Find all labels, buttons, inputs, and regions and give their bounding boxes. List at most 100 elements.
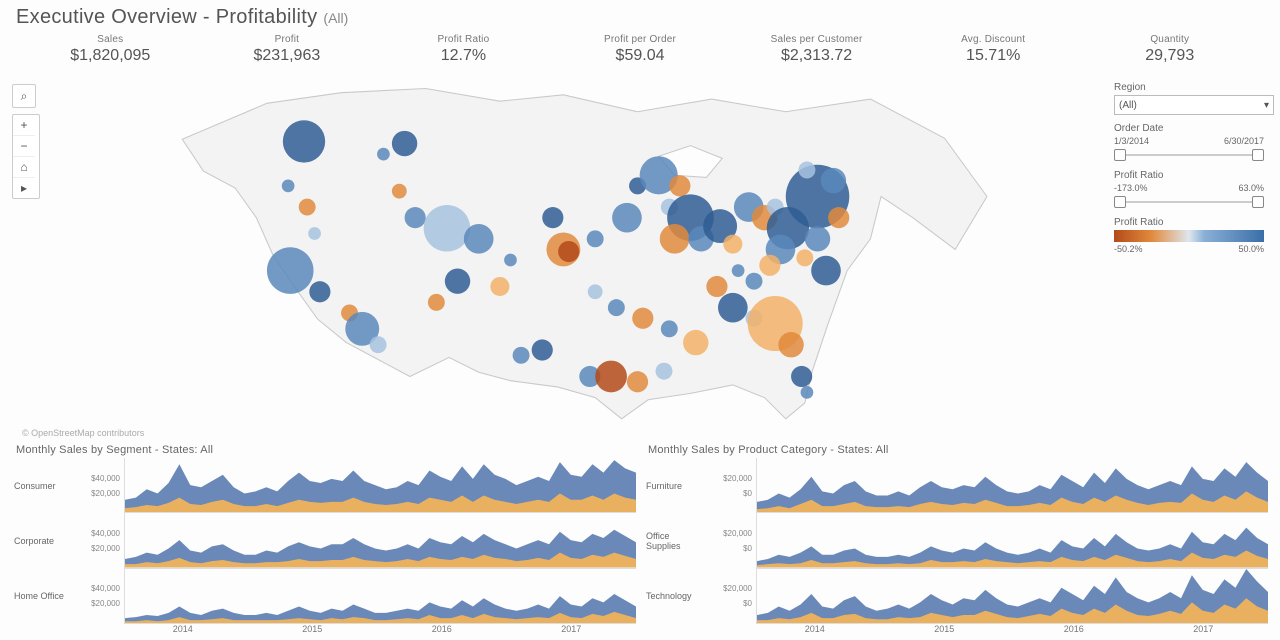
map-dot[interactable]	[428, 294, 445, 311]
map-dot[interactable]	[445, 268, 470, 293]
search-icon[interactable]: ⌕	[12, 84, 36, 108]
mini-row-label: Office Supplies	[644, 513, 706, 568]
map-dot[interactable]	[532, 339, 553, 360]
map-dot[interactable]	[669, 175, 690, 196]
region-filter: Region (All) ▾	[1114, 82, 1264, 115]
slider-handle-left[interactable]	[1114, 196, 1126, 208]
profit-ratio-min: -173.0%	[1114, 183, 1148, 193]
map-dot[interactable]	[308, 227, 321, 240]
map-dot[interactable]	[660, 224, 690, 254]
slider-handle-right[interactable]	[1252, 149, 1264, 161]
map-dot[interactable]	[828, 207, 849, 228]
order-date-from: 1/3/2014	[1114, 136, 1149, 146]
kpi-value: 12.7%	[375, 47, 552, 65]
map-dot[interactable]	[632, 308, 653, 329]
map-dot[interactable]	[490, 277, 509, 296]
profit-ratio-slider[interactable]	[1114, 195, 1264, 209]
map-dot[interactable]	[805, 226, 830, 251]
category-x-axis: 2014201520162017	[644, 624, 1268, 638]
order-date-filter: Order Date 1/3/2014 6/30/2017	[1114, 123, 1264, 162]
map-dot[interactable]	[464, 224, 494, 254]
map-dot[interactable]	[370, 336, 387, 353]
map-dot[interactable]	[595, 361, 627, 393]
map-dot[interactable]	[504, 254, 517, 267]
map-dot[interactable]	[801, 386, 814, 399]
zoom-in-button[interactable]: +	[13, 115, 35, 136]
x-tick: 2016	[377, 624, 507, 638]
category-chart-block: Monthly Sales by Product Category - Stat…	[644, 442, 1268, 638]
kpi-value: $2,313.72	[728, 47, 905, 65]
title-main: Executive Overview - Profitability	[16, 6, 317, 29]
map-dot[interactable]	[513, 347, 530, 364]
map-dot[interactable]	[588, 284, 603, 299]
mini-plot[interactable]	[124, 458, 636, 513]
mini-y-ticks: $40,000$20,000	[74, 458, 124, 513]
mini-y-ticks: $20,000$0	[706, 458, 756, 513]
mini-row-label: Home Office	[12, 569, 74, 624]
map-dot[interactable]	[267, 247, 314, 294]
segment-chart-block: Monthly Sales by Segment - States: All C…	[12, 442, 636, 638]
kpi-card: Profit Ratio 12.7%	[375, 34, 552, 76]
kpi-value: 29,793	[1081, 47, 1258, 65]
map-dot[interactable]	[424, 205, 471, 252]
map-dot[interactable]	[627, 371, 648, 392]
slider-handle-right[interactable]	[1252, 196, 1264, 208]
map-dot[interactable]	[612, 203, 642, 233]
legend-max: 50.0%	[1238, 244, 1264, 254]
zoom-group: + − ⌂ ▸	[12, 114, 40, 199]
category-mini-charts: Furniture$20,000$0Office Supplies$20,000…	[644, 458, 1268, 624]
mini-y-ticks: $20,000$0	[706, 513, 756, 568]
mini-plot[interactable]	[756, 569, 1268, 624]
mini-row: Office Supplies$20,000$0	[644, 513, 1268, 568]
map-dot[interactable]	[723, 235, 742, 254]
middle-row: ⌕ + − ⌂ ▸ © OpenStreetMap contributors R…	[12, 80, 1268, 440]
mini-row-label: Corporate	[12, 513, 74, 568]
map-container[interactable]: © OpenStreetMap contributors	[46, 80, 1102, 440]
map-dot[interactable]	[558, 241, 579, 262]
map-dot[interactable]	[759, 255, 780, 276]
map-svg	[46, 80, 1102, 440]
map-dot[interactable]	[811, 256, 841, 286]
profit-ratio-filter: Profit Ratio -173.0% 63.0%	[1114, 170, 1264, 209]
map-dot[interactable]	[746, 273, 763, 290]
mini-row: Consumer$40,000$20,000	[12, 458, 636, 513]
map-dot[interactable]	[587, 230, 604, 247]
slider-handle-left[interactable]	[1114, 149, 1126, 161]
segment-chart-title: Monthly Sales by Segment - States: All	[16, 444, 636, 456]
mini-y-ticks: $40,000$20,000	[74, 569, 124, 624]
kpi-label: Profit Ratio	[375, 34, 552, 45]
map-dot[interactable]	[656, 363, 673, 380]
mini-plot[interactable]	[756, 513, 1268, 568]
zoom-menu-button[interactable]: ▸	[13, 178, 35, 198]
map-dot[interactable]	[683, 330, 708, 355]
mini-plot[interactable]	[124, 513, 636, 568]
mini-plot[interactable]	[124, 569, 636, 624]
region-select[interactable]: (All) ▾	[1114, 95, 1274, 115]
map-dot[interactable]	[706, 276, 727, 297]
map-dot[interactable]	[778, 332, 803, 357]
map-dot[interactable]	[309, 281, 330, 302]
segment-mini-charts: Consumer$40,000$20,000Corporate$40,000$2…	[12, 458, 636, 624]
map-dot[interactable]	[821, 168, 846, 193]
map-dot[interactable]	[732, 264, 745, 277]
map-dot[interactable]	[608, 299, 625, 316]
map-dot[interactable]	[392, 184, 407, 199]
map-dot[interactable]	[661, 320, 678, 337]
x-tick: 2016	[1009, 624, 1139, 638]
map-dot[interactable]	[299, 199, 316, 216]
map-dot[interactable]	[718, 293, 748, 323]
map-dot[interactable]	[392, 131, 417, 156]
order-date-slider[interactable]	[1114, 148, 1264, 162]
map-dot[interactable]	[377, 148, 390, 161]
map-dot[interactable]	[542, 207, 563, 228]
map-dot[interactable]	[282, 180, 295, 193]
map-dot[interactable]	[283, 120, 325, 162]
map-dot[interactable]	[796, 249, 813, 266]
zoom-out-button[interactable]: −	[13, 136, 35, 157]
map-dot[interactable]	[798, 162, 815, 179]
map-dot[interactable]	[791, 366, 812, 387]
zoom-home-button[interactable]: ⌂	[13, 157, 35, 178]
mini-plot[interactable]	[756, 458, 1268, 513]
x-tick: 2017	[507, 624, 637, 638]
map-dot[interactable]	[405, 207, 426, 228]
